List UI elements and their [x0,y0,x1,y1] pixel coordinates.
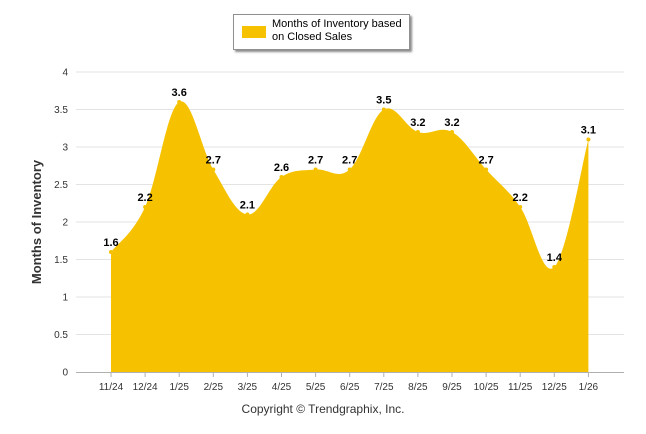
data-point[interactable] [109,250,113,254]
x-tick-label: 12/25 [542,382,567,393]
data-label: 3.2 [444,117,459,129]
x-tick-label: 10/25 [474,382,499,393]
x-tick-label: 4/25 [272,382,292,393]
data-label: 2.2 [137,192,152,204]
data-label: 1.4 [547,252,563,264]
data-point[interactable] [586,137,591,142]
data-label: 2.7 [478,155,493,167]
data-point[interactable] [415,130,420,134]
data-label: 3.5 [376,95,391,107]
x-tick-label: 1/26 [579,382,599,393]
y-tick-label: 1.5 [54,255,68,266]
x-tick-label: 12/24 [133,382,158,393]
x-tick-label: 3/25 [238,382,258,393]
legend[interactable]: Months of Inventory based on Closed Sale… [233,14,410,50]
data-labels: 1.6 2.2 3.6 2.7 2.1 2.6 2.7 2.7 3.5 3.2 3.2 2.7 2.2 1… [103,87,596,264]
y-axis: 0 0.5 1 1.5 2 2.5 3 3.5 4 [54,68,68,379]
y-axis-title: Months of Inventory [29,159,44,284]
data-point[interactable] [143,205,148,209]
data-label: 2.6 [274,162,289,174]
data-label: 2.1 [240,200,255,212]
data-point[interactable] [484,167,489,172]
data-label: 1.6 [103,237,118,249]
y-tick-label: 1 [62,293,68,304]
x-tick-label: 5/25 [306,382,326,393]
y-tick-label: 0 [62,368,68,379]
data-point[interactable] [279,175,284,179]
data-point[interactable] [552,265,557,269]
data-point[interactable] [347,167,352,172]
x-tick-label: 11/24 [99,382,124,393]
copyright-text: Copyright © Trendgraphix, Inc. [241,402,405,416]
y-tick-label: 3 [62,143,68,154]
data-label: 3.2 [410,117,425,129]
x-tick-label: 1/25 [169,382,189,393]
data-point[interactable] [381,107,386,112]
legend-swatch [242,26,266,38]
x-tick-label: 2/25 [204,382,224,393]
data-point[interactable] [450,130,454,134]
x-tick-label: 8/25 [408,382,428,393]
data-label: 2.7 [206,155,221,167]
data-point[interactable] [211,167,216,172]
data-label: 2.2 [513,192,528,204]
data-point[interactable] [177,100,182,104]
x-tick-label: 11/25 [508,382,533,393]
data-label: 2.7 [308,155,323,167]
x-axis: 11/24 12/24 1/25 2/25 3/25 4/25 5/25 6/25 7/25 8/… [76,372,624,393]
y-tick-label: 2 [62,218,68,229]
x-tick-label: 6/25 [340,382,360,393]
data-label: 3.6 [172,87,187,99]
data-label: 2.7 [342,155,357,167]
area-fill [111,101,589,373]
legend-label: Months of Inventory based on Closed Sale… [272,18,402,43]
y-tick-label: 0.5 [54,330,68,341]
x-tick-label: 9/25 [442,382,462,393]
y-tick-label: 4 [62,68,68,79]
y-tick-label: 3.5 [54,105,68,116]
data-label: 3.1 [581,125,596,137]
data-point[interactable] [245,212,250,217]
data-point[interactable] [313,167,318,172]
area-series [109,100,591,373]
y-tick-label: 2.5 [54,180,68,191]
x-tick-label: 7/25 [374,382,394,393]
data-point[interactable] [518,205,523,209]
